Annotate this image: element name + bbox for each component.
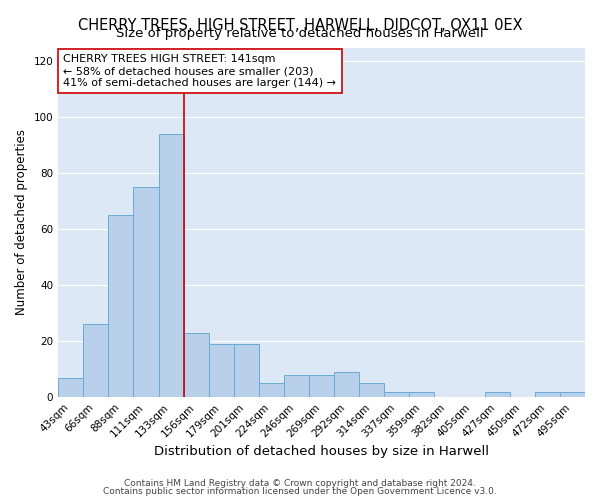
Bar bbox=[359, 383, 385, 397]
Text: Contains HM Land Registry data © Crown copyright and database right 2024.: Contains HM Land Registry data © Crown c… bbox=[124, 478, 476, 488]
Bar bbox=[234, 344, 259, 397]
Text: CHERRY TREES HIGH STREET: 141sqm
← 58% of detached houses are smaller (203)
41% : CHERRY TREES HIGH STREET: 141sqm ← 58% o… bbox=[64, 54, 337, 88]
Text: Size of property relative to detached houses in Harwell: Size of property relative to detached ho… bbox=[116, 28, 484, 40]
Bar bbox=[83, 324, 109, 397]
Bar bbox=[184, 333, 209, 397]
Bar bbox=[158, 134, 184, 397]
Bar bbox=[109, 216, 133, 397]
Text: Contains public sector information licensed under the Open Government Licence v3: Contains public sector information licen… bbox=[103, 487, 497, 496]
Bar bbox=[560, 392, 585, 397]
Text: CHERRY TREES, HIGH STREET, HARWELL, DIDCOT, OX11 0EX: CHERRY TREES, HIGH STREET, HARWELL, DIDC… bbox=[77, 18, 523, 32]
Bar bbox=[409, 392, 434, 397]
X-axis label: Distribution of detached houses by size in Harwell: Distribution of detached houses by size … bbox=[154, 444, 489, 458]
Bar bbox=[284, 375, 309, 397]
Bar bbox=[485, 392, 510, 397]
Bar bbox=[309, 375, 334, 397]
Bar bbox=[385, 392, 409, 397]
Bar bbox=[334, 372, 359, 397]
Bar bbox=[58, 378, 83, 397]
Bar bbox=[259, 383, 284, 397]
Bar bbox=[133, 188, 158, 397]
Bar bbox=[209, 344, 234, 397]
Y-axis label: Number of detached properties: Number of detached properties bbox=[15, 130, 28, 316]
Bar bbox=[535, 392, 560, 397]
